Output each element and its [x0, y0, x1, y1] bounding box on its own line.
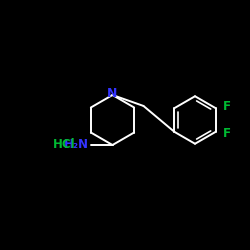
Text: F: F — [222, 126, 230, 140]
Text: F: F — [222, 100, 230, 114]
Text: H₂N: H₂N — [64, 138, 89, 151]
Text: HCl: HCl — [52, 138, 75, 151]
Text: N: N — [107, 87, 118, 100]
